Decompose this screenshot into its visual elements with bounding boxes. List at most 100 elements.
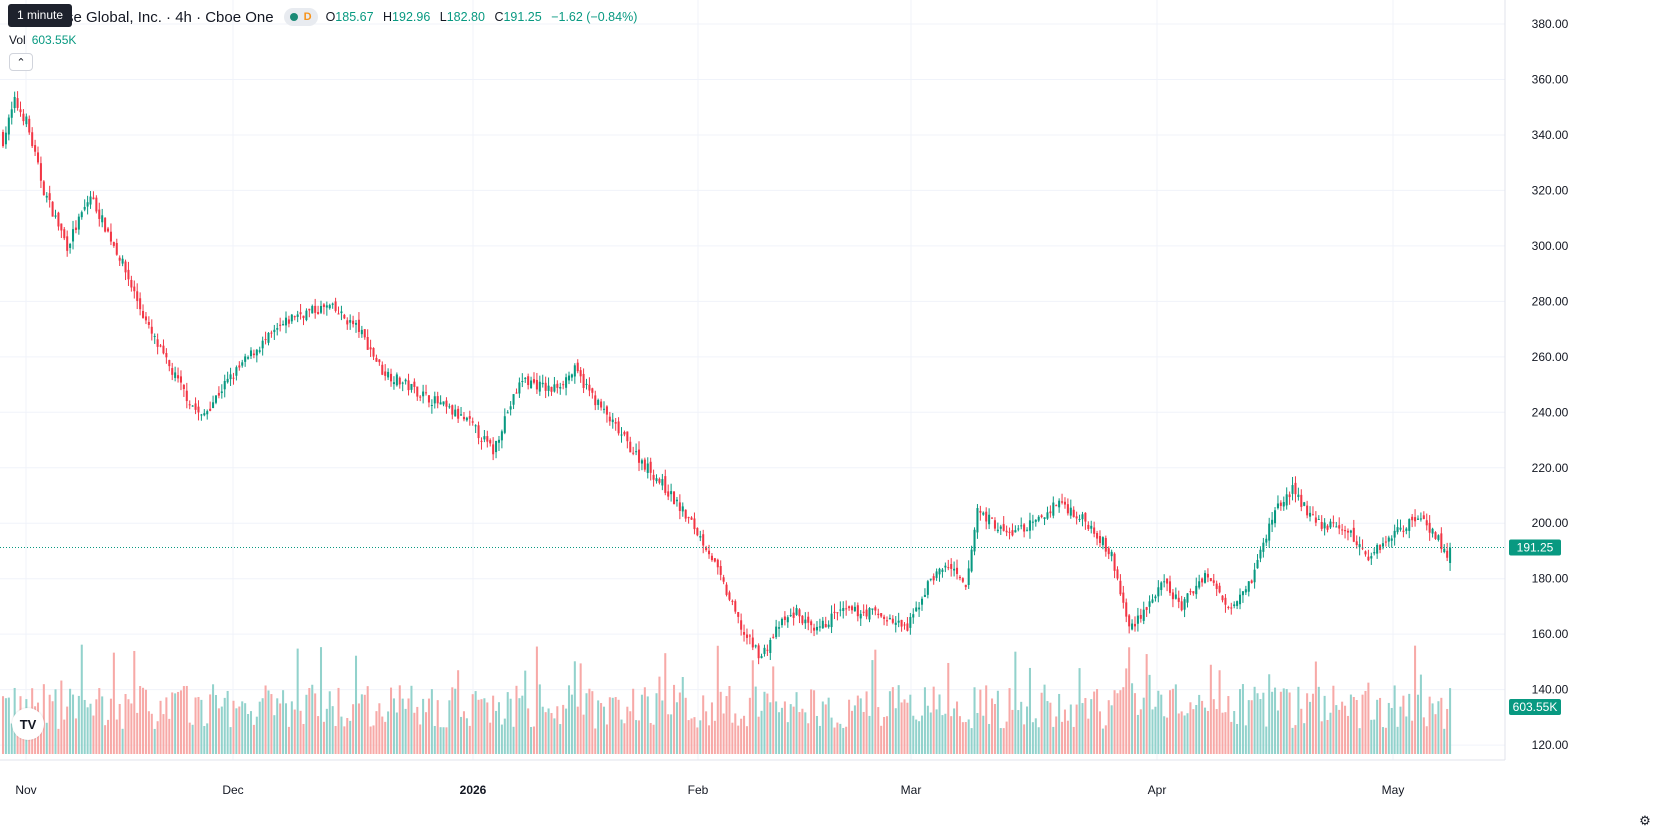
candle (1145, 606, 1148, 617)
volume-bar (877, 707, 880, 754)
volume-bar (1297, 686, 1300, 754)
candle (378, 359, 381, 366)
candle (635, 443, 638, 456)
candle-body (474, 425, 477, 427)
candle-body (1218, 585, 1221, 593)
candle (600, 398, 603, 411)
volume-bar (308, 687, 311, 754)
candle-body (270, 332, 273, 334)
candle-body (319, 305, 323, 313)
volume-bar (722, 713, 725, 754)
candle-body (343, 314, 346, 319)
candle-body (1090, 525, 1093, 529)
candle-body (932, 576, 935, 581)
candle (710, 553, 713, 562)
volume-bar (678, 692, 681, 754)
candle-body (912, 614, 915, 618)
candle-body (1192, 591, 1195, 594)
candle-body (302, 315, 305, 319)
candle-body (1367, 556, 1370, 561)
candle (439, 395, 442, 405)
last-price-label: 191.25 (1517, 540, 1554, 554)
candle-body (98, 209, 101, 219)
volume-bar (646, 696, 649, 754)
candle (492, 437, 495, 461)
volume-bar (635, 720, 638, 754)
candle-body (763, 647, 766, 654)
candle-body (16, 98, 19, 108)
candle (25, 113, 28, 128)
settings-gear-icon[interactable]: ⚙ (1639, 813, 1651, 828)
volume-bar (474, 691, 477, 754)
volume-bar (319, 647, 323, 754)
market-status-pill[interactable]: D (283, 8, 318, 26)
candle-body (745, 634, 748, 638)
volume-bar (387, 711, 390, 754)
volume-bar (524, 670, 527, 754)
candle-body (1294, 482, 1297, 495)
candle-body (220, 391, 223, 394)
candle (1055, 504, 1058, 507)
volume-bar (582, 714, 585, 754)
volume-bar (944, 713, 947, 754)
volume-bar (745, 726, 748, 754)
candle (404, 378, 407, 385)
volume-bar (340, 716, 343, 754)
candle-body (982, 512, 985, 515)
candle (880, 613, 883, 618)
symbol-title[interactable]: se Global, Inc. · 4h · Cboe One (66, 8, 274, 26)
volume-bar (410, 685, 413, 754)
volume-bar (293, 709, 296, 754)
candle (1416, 515, 1420, 520)
candle-body (944, 565, 947, 568)
candle-body (547, 385, 550, 391)
volume-bar (354, 655, 358, 754)
candle-body (363, 329, 366, 338)
candle (1177, 590, 1180, 609)
volume-bar (1011, 709, 1014, 754)
candle-body (156, 339, 159, 347)
candle-body (807, 616, 810, 623)
candle-body (349, 320, 352, 323)
candle-body (909, 616, 912, 628)
volume-bar (906, 702, 909, 754)
candle (1227, 605, 1230, 610)
volume-bar (562, 704, 565, 754)
volume-bar (766, 693, 769, 754)
volume-bar (985, 685, 988, 754)
candle (754, 644, 757, 649)
volume-bar (1379, 697, 1382, 754)
volume-bar (1329, 712, 1332, 754)
candle-body (594, 395, 597, 406)
candle (772, 633, 775, 639)
candle-body (894, 622, 897, 625)
candle-body (1014, 530, 1017, 533)
tradingview-logo-icon[interactable]: TV (12, 708, 44, 740)
candle-body (433, 396, 436, 404)
volume-bar (1440, 697, 1443, 754)
candle-body (1402, 530, 1405, 532)
volume-bar (754, 686, 757, 754)
candle (130, 275, 133, 292)
candle-body (652, 474, 655, 480)
volume-bar (705, 711, 708, 754)
volume-bar (1046, 701, 1049, 754)
candle (740, 613, 743, 636)
time-tick-label: Dec (222, 783, 243, 797)
candle (585, 378, 588, 390)
candle (640, 458, 643, 471)
candle (124, 259, 127, 281)
candle (1058, 498, 1061, 513)
candle (1405, 527, 1408, 535)
candle-body (168, 360, 171, 367)
candle-body (1098, 536, 1102, 544)
volume-bar (369, 726, 372, 754)
volume-bar (217, 708, 220, 754)
candle (1414, 509, 1417, 527)
volume-bar (54, 689, 57, 754)
collapse-legend-button[interactable]: ⌃ (9, 53, 33, 71)
candle-body (958, 576, 961, 579)
candle-body (637, 449, 641, 463)
candle (894, 616, 897, 633)
